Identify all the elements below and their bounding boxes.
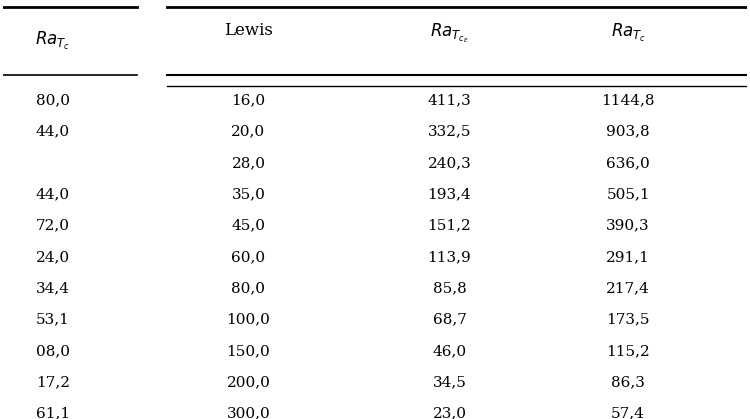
Text: 35,0: 35,0 <box>232 187 266 201</box>
Text: 72,0: 72,0 <box>36 219 70 233</box>
Text: 903,8: 903,8 <box>606 124 650 139</box>
Text: $Ra_{T_c}$: $Ra_{T_c}$ <box>34 29 70 52</box>
Text: 390,3: 390,3 <box>606 219 650 233</box>
Text: 240,3: 240,3 <box>427 156 471 170</box>
Text: 20,0: 20,0 <box>232 124 266 139</box>
Text: Lewis: Lewis <box>224 22 273 39</box>
Text: 34,4: 34,4 <box>36 281 70 295</box>
Text: 217,4: 217,4 <box>606 281 650 295</box>
Text: 60,0: 60,0 <box>232 250 266 264</box>
Text: $Ra_{T_c}$: $Ra_{T_c}$ <box>610 22 646 44</box>
Text: 85,8: 85,8 <box>433 281 466 295</box>
Text: 505,1: 505,1 <box>606 187 650 201</box>
Text: 300,0: 300,0 <box>226 407 270 419</box>
Text: 68,7: 68,7 <box>433 313 466 327</box>
Text: 80,0: 80,0 <box>36 93 70 107</box>
Text: 636,0: 636,0 <box>606 156 650 170</box>
Text: 151,2: 151,2 <box>427 219 471 233</box>
Text: 16,0: 16,0 <box>232 93 266 107</box>
Text: 332,5: 332,5 <box>427 124 471 139</box>
Text: 291,1: 291,1 <box>606 250 650 264</box>
Text: 173,5: 173,5 <box>606 313 650 327</box>
Text: 61,1: 61,1 <box>36 407 70 419</box>
Text: 193,4: 193,4 <box>427 187 471 201</box>
Text: 80,0: 80,0 <box>232 281 266 295</box>
Text: 150,0: 150,0 <box>226 344 270 358</box>
Text: 44,0: 44,0 <box>36 187 70 201</box>
Text: 115,2: 115,2 <box>606 344 650 358</box>
Text: 113,9: 113,9 <box>427 250 471 264</box>
Text: 23,0: 23,0 <box>433 407 466 419</box>
Text: 34,5: 34,5 <box>433 375 466 389</box>
Text: 08,0: 08,0 <box>36 344 70 358</box>
Text: 57,4: 57,4 <box>611 407 645 419</box>
Text: 1144,8: 1144,8 <box>602 93 655 107</box>
Text: 45,0: 45,0 <box>232 219 266 233</box>
Text: 17,2: 17,2 <box>36 375 70 389</box>
Text: 53,1: 53,1 <box>36 313 70 327</box>
Text: $Ra_{T_{c_E}}$: $Ra_{T_{c_E}}$ <box>430 22 469 45</box>
Text: 86,3: 86,3 <box>611 375 645 389</box>
Text: 100,0: 100,0 <box>226 313 271 327</box>
Text: 44,0: 44,0 <box>36 124 70 139</box>
Text: 411,3: 411,3 <box>427 93 471 107</box>
Text: 28,0: 28,0 <box>232 156 266 170</box>
Text: 24,0: 24,0 <box>36 250 70 264</box>
Text: 46,0: 46,0 <box>433 344 466 358</box>
Text: 200,0: 200,0 <box>226 375 271 389</box>
